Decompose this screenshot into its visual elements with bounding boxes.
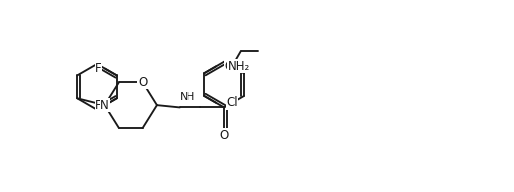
Text: F: F: [95, 99, 102, 112]
Text: N: N: [100, 99, 109, 112]
Text: O: O: [219, 129, 229, 142]
Text: N: N: [179, 92, 188, 102]
Text: Cl: Cl: [226, 96, 238, 109]
Text: NH₂: NH₂: [228, 60, 250, 73]
Text: O: O: [138, 76, 148, 89]
Text: H: H: [186, 92, 194, 102]
Text: F: F: [95, 62, 102, 75]
Text: O: O: [225, 60, 234, 73]
